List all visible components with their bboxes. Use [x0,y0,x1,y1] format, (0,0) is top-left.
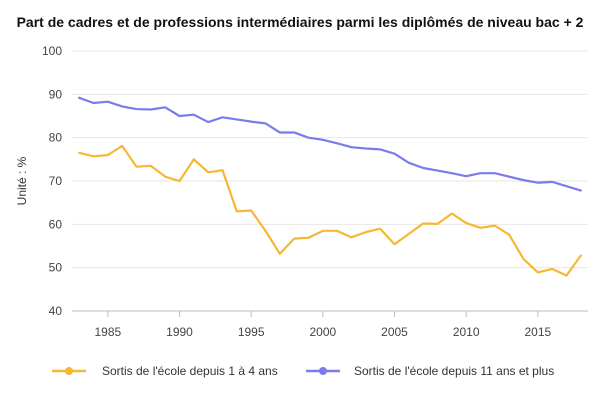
y-tick-label: 90 [49,87,63,101]
y-axis-label: Unité : % [15,156,29,205]
y-tick-label: 50 [49,261,63,275]
legend-swatch-marker [65,367,73,375]
legend-label: Sortis de l'école depuis 11 ans et plus [354,364,554,378]
grid [72,50,588,312]
x-tick-label: 2005 [381,325,408,339]
y-tick-label: 100 [42,44,62,58]
series-line-1 [78,144,582,277]
x-tick-label: 1990 [166,325,193,339]
chart-title: Part de cadres et de professions intermé… [16,14,584,30]
y-tick-label: 40 [49,304,63,318]
series-line-2 [78,96,582,192]
axes: 40 50 60 70 80 90 100 1985 1990 1995 2000 2005 2010 2… [15,44,588,339]
x-tick-label: 1985 [94,325,121,339]
x-tick-label: 2000 [309,325,336,339]
legend-item-1[interactable]: Sortis de l'école depuis 1 à 4 ans [52,364,278,378]
x-tick-label: 1995 [238,325,265,339]
legend-label: Sortis de l'école depuis 1 à 4 ans [102,364,278,378]
legend-item-2[interactable]: Sortis de l'école depuis 11 ans et plus [306,364,554,378]
series-group [78,96,582,277]
legend[interactable]: Sortis de l'école depuis 1 à 4 ans Sortis… [52,364,554,378]
y-tick-label: 70 [49,174,63,188]
y-tick-label: 80 [49,131,63,145]
x-tick-label: 2015 [524,325,551,339]
x-tick-label: 2010 [453,325,480,339]
legend-swatch-marker [319,367,327,375]
y-tick-label: 60 [49,217,63,231]
